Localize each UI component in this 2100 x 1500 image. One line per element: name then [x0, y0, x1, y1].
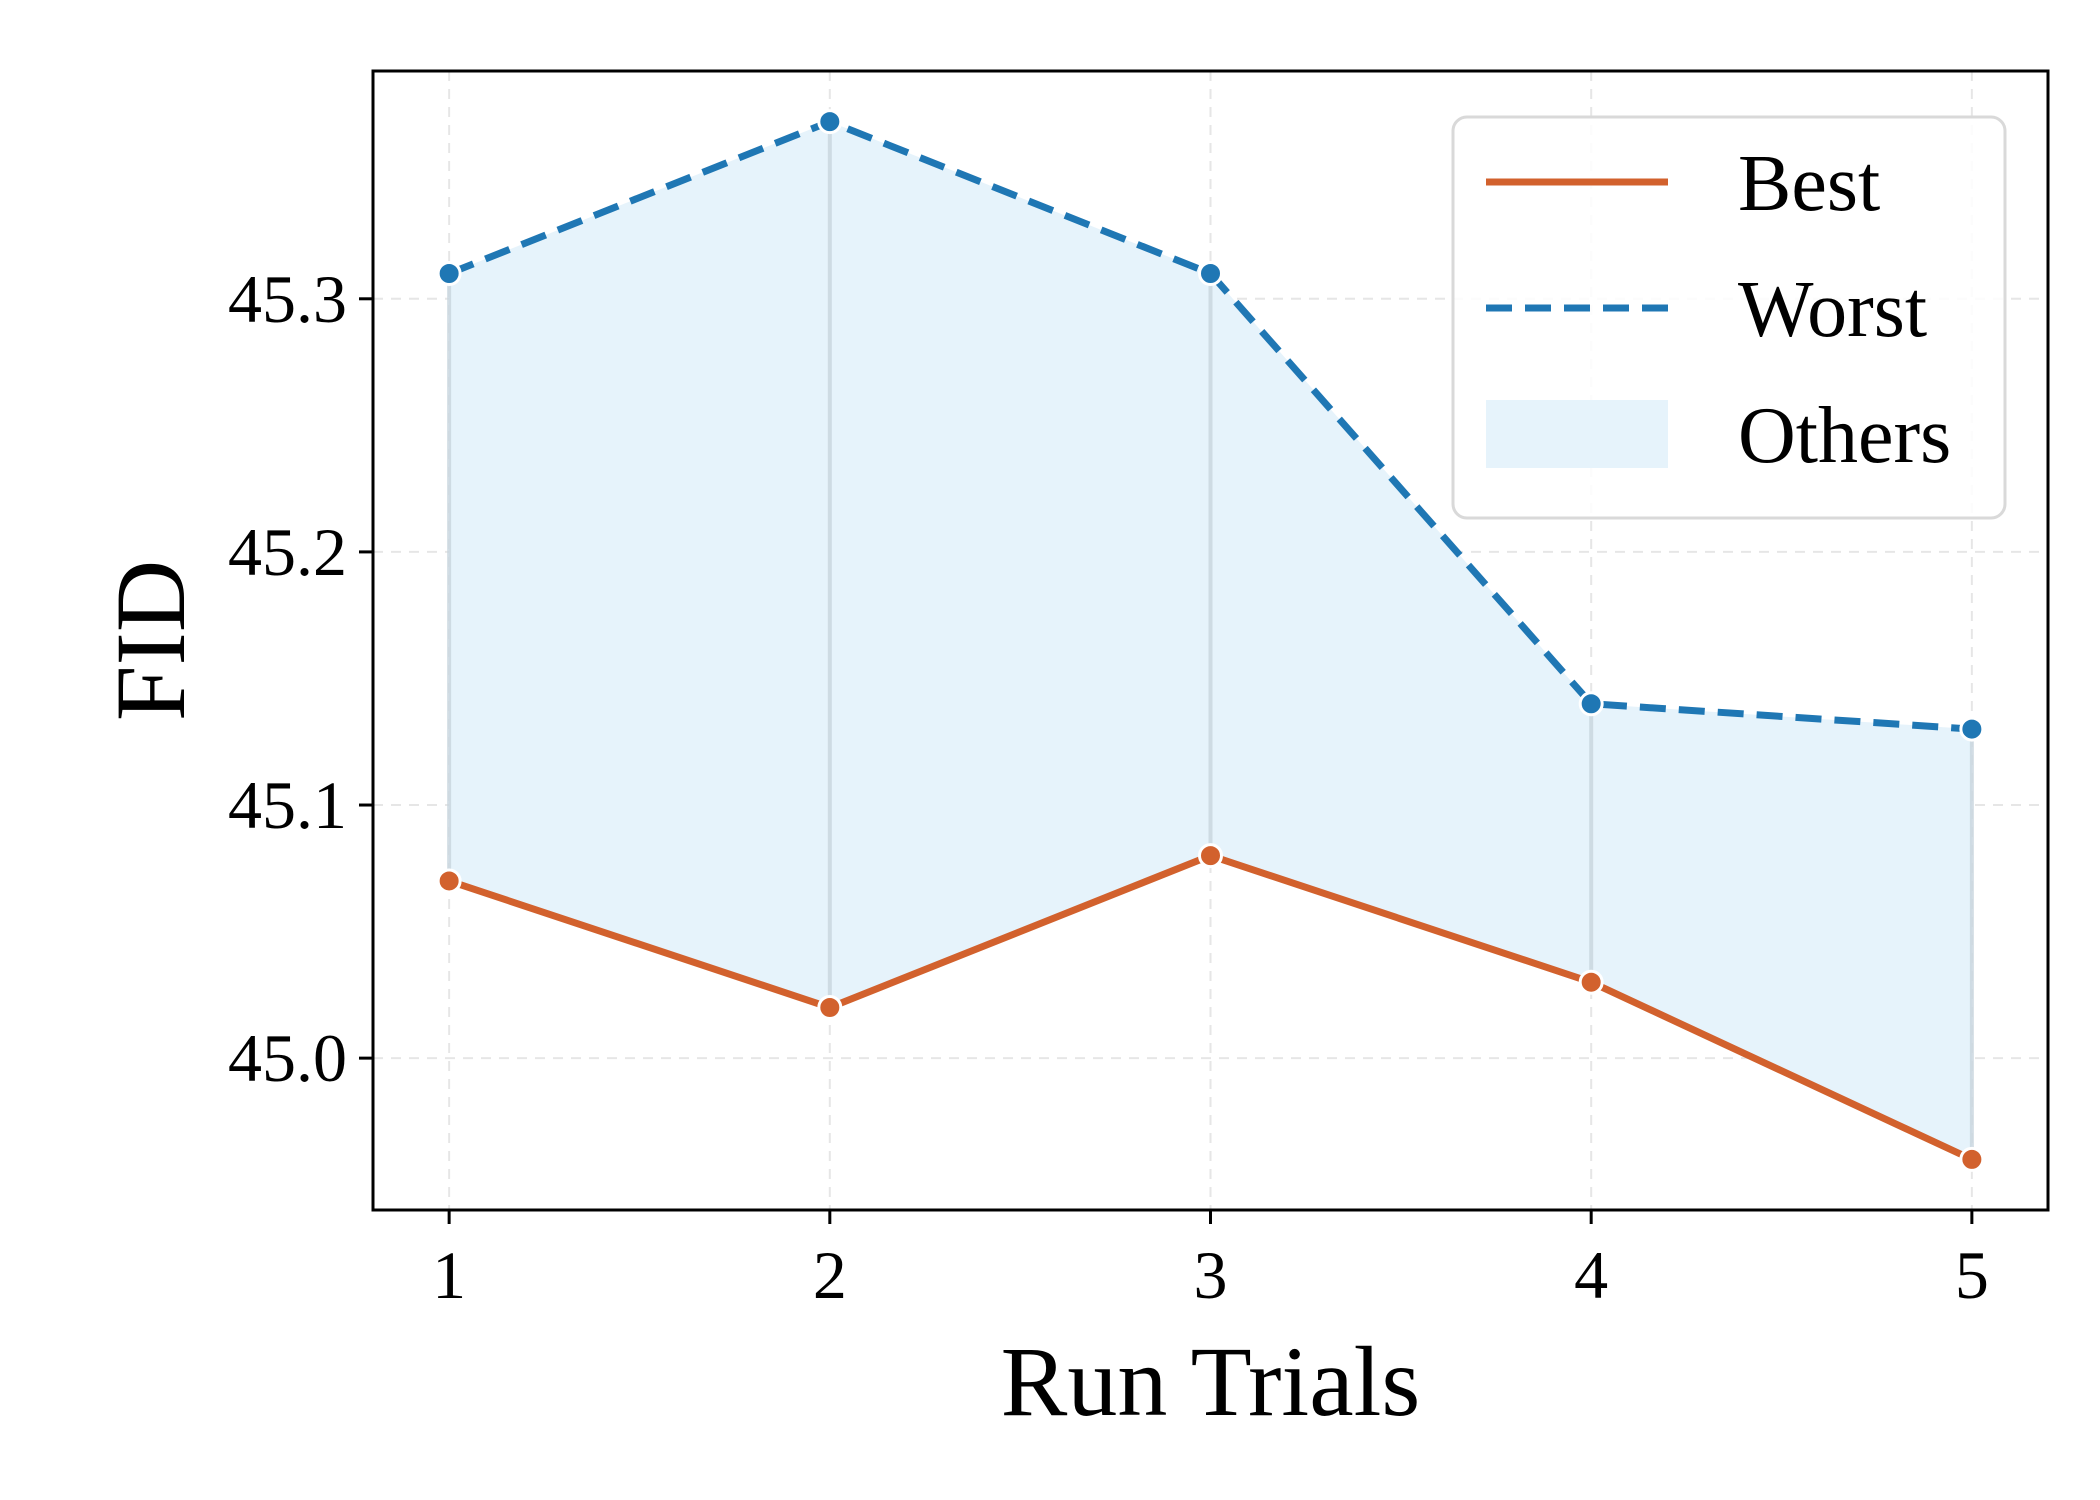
- series-layer: [436, 109, 1985, 1172]
- y-axis-title: FID: [95, 560, 206, 721]
- x-axis-title: Run Trials: [1001, 1326, 1421, 1437]
- x-tick-label-3: 3: [1194, 1237, 1228, 1313]
- worst-point-1: [436, 260, 462, 286]
- x-tick-label-2: 2: [813, 1237, 847, 1313]
- worst-point-4: [1578, 691, 1604, 717]
- axis-ticks: 1 2 3 4 5 45.0 45.1 45.2 45.3: [228, 261, 1989, 1313]
- worst-point-2: [817, 109, 843, 135]
- legend-worst-label: Worst: [1738, 266, 1927, 354]
- y-tick-label-3: 45.2: [228, 514, 347, 590]
- legend-others-swatch: [1486, 400, 1668, 468]
- best-point-2: [817, 995, 843, 1021]
- y-tick-label-1: 45.0: [228, 1020, 347, 1096]
- y-tick-label-2: 45.1: [228, 767, 347, 843]
- legend-others-label: Others: [1738, 392, 1951, 480]
- best-point-3: [1198, 843, 1223, 869]
- legend: Best Worst Others: [1451, 115, 2007, 520]
- y-tick-label-4: 45.3: [228, 261, 347, 337]
- legend-best-label: Best: [1738, 140, 1880, 228]
- best-point-5: [1959, 1146, 1985, 1172]
- x-tick-label-1: 1: [432, 1237, 466, 1313]
- others-band-layer: [447, 121, 1974, 1160]
- worst-point-3: [1198, 260, 1223, 286]
- x-tick-label-5: 5: [1955, 1237, 1989, 1313]
- best-point-1: [436, 868, 462, 894]
- x-tick-label-4: 4: [1574, 1237, 1608, 1313]
- best-point-4: [1578, 969, 1604, 995]
- worst-point-5: [1959, 716, 1985, 742]
